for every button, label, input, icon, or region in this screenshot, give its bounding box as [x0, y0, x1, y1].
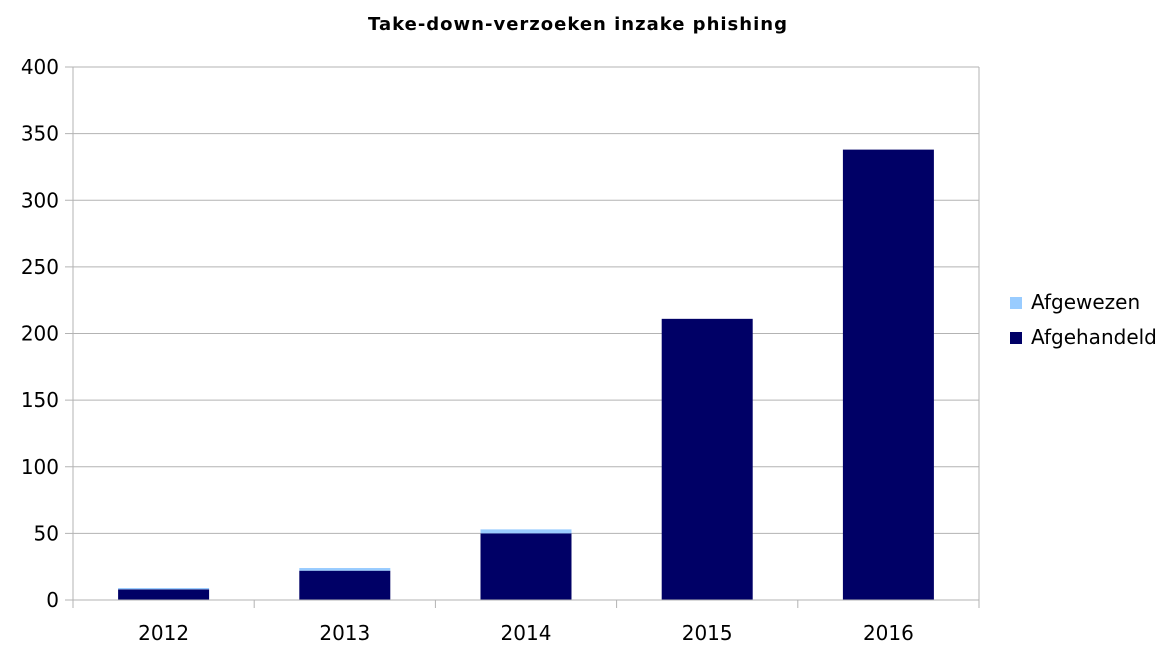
y-tick-label: 50: [34, 521, 59, 545]
y-tick-label: 350: [21, 122, 59, 146]
bar-afgehandeld-2015: [661, 318, 753, 600]
chart-title: Take-down-verzoeken inzake phishing: [368, 14, 788, 35]
bar-afgewezen-2013: [299, 568, 391, 571]
legend-label-afgehandeld: Afgehandeld: [1031, 325, 1157, 349]
bars: [118, 149, 934, 601]
gridlines: [73, 66, 979, 601]
bar-afgehandeld-2016: [842, 149, 934, 601]
legend-swatch-afgehandeld: [1010, 332, 1022, 344]
bar-afgewezen-2014: [480, 529, 572, 534]
x-tick-label: 2013: [319, 621, 370, 643]
bar-afgehandeld-2012: [118, 589, 210, 600]
x-tick-label: 2012: [138, 621, 189, 643]
x-axis-tick-labels: 2012 2013 2014 2015 2016: [138, 621, 914, 645]
axes: [65, 66, 980, 608]
bar-afgehandeld-2014: [480, 533, 572, 600]
y-tick-label: 400: [21, 55, 59, 79]
x-tick-label: 2016: [863, 621, 914, 643]
legend-label-afgewezen: Afgewezen: [1031, 290, 1140, 314]
y-tick-label: 250: [21, 255, 59, 279]
y-tick-label: 100: [21, 455, 59, 479]
bar-afgewezen-2012: [118, 588, 210, 590]
x-tick-label: 2015: [682, 621, 733, 643]
legend: Afgewezen Afgehandeld: [1010, 290, 1157, 349]
x-tick-label: 2014: [501, 621, 552, 643]
y-tick-label: 0: [46, 588, 59, 612]
y-tick-label: 200: [21, 322, 59, 346]
bar-afgehandeld-2013: [299, 570, 391, 600]
y-axis-tick-labels: 0 50 100 150 200 250 300 350 400: [21, 55, 59, 612]
y-tick-label: 300: [21, 188, 59, 212]
legend-swatch-afgewezen: [1010, 297, 1022, 309]
y-tick-label: 150: [21, 388, 59, 412]
